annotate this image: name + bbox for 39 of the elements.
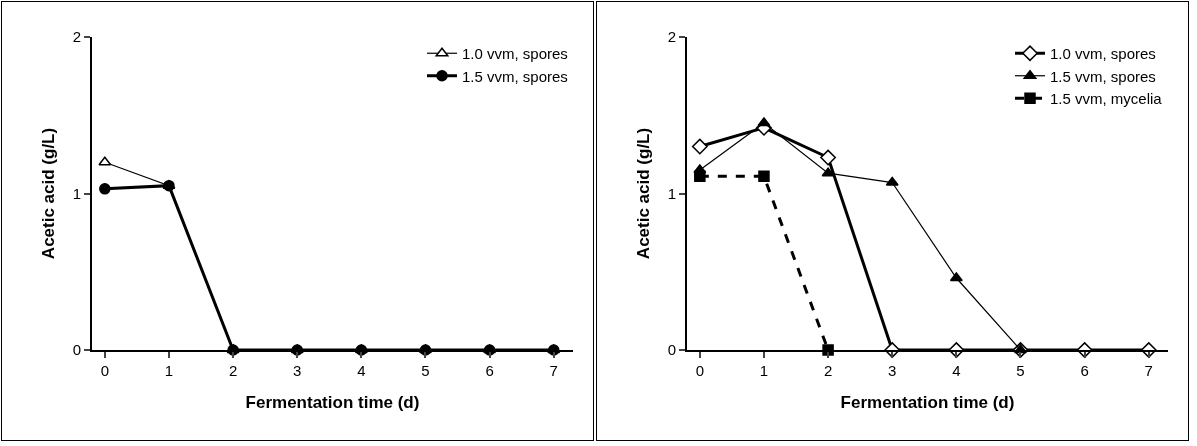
legend-label: 1.5 vvm, spores bbox=[1050, 67, 1156, 85]
x-tick-label: 6 bbox=[485, 362, 494, 379]
y-axis-title: Acetic acid (g/L) bbox=[38, 127, 58, 260]
x-axis-title: Fermentation time (d) bbox=[840, 392, 1015, 412]
point bbox=[821, 167, 835, 177]
x-tick-label: 3 bbox=[888, 362, 897, 379]
point bbox=[691, 138, 708, 155]
y-tick-label: 2 bbox=[667, 28, 676, 46]
x-tick-label: 4 bbox=[952, 362, 961, 379]
legend-label: 1.0 vvm, spores bbox=[1050, 45, 1156, 63]
x-tick-label: 2 bbox=[823, 362, 833, 379]
point bbox=[949, 272, 963, 282]
x-tick-label: 5 bbox=[421, 362, 430, 379]
x-tick-label: 5 bbox=[1016, 362, 1025, 379]
legend-label: 1.0 vvm, spores bbox=[462, 45, 568, 63]
x-tick-label: 6 bbox=[1080, 362, 1089, 379]
x-tick-label: 2 bbox=[228, 362, 238, 379]
point bbox=[694, 170, 706, 183]
x-tick-label: 3 bbox=[293, 362, 302, 379]
x-tick-label: 1 bbox=[164, 362, 174, 379]
y-tick-label: 1 bbox=[72, 184, 81, 202]
x-tick-label: 7 bbox=[1144, 362, 1153, 379]
y-tick-label: 1 bbox=[667, 184, 676, 202]
point bbox=[758, 170, 770, 183]
x-tick-label: 7 bbox=[549, 362, 558, 379]
point bbox=[757, 117, 771, 127]
x-tick-label: 0 bbox=[695, 362, 704, 379]
y-tick-label: 0 bbox=[667, 341, 676, 359]
x-tick-label: 1 bbox=[759, 362, 769, 379]
y-tick-label: 2 bbox=[72, 28, 81, 46]
point bbox=[885, 176, 899, 186]
legend-label: 1.5 vvm, mycelia bbox=[1050, 90, 1163, 108]
legend-label: 1.5 vvm, spores bbox=[462, 67, 568, 85]
x-tick-label: 4 bbox=[357, 362, 366, 379]
y-axis-title: Acetic acid (g/L) bbox=[633, 127, 653, 260]
point bbox=[820, 149, 836, 166]
x-axis-title: Fermentation time (d) bbox=[245, 392, 420, 412]
y-tick-label: 0 bbox=[72, 341, 81, 359]
x-tick-label: 0 bbox=[100, 362, 109, 379]
